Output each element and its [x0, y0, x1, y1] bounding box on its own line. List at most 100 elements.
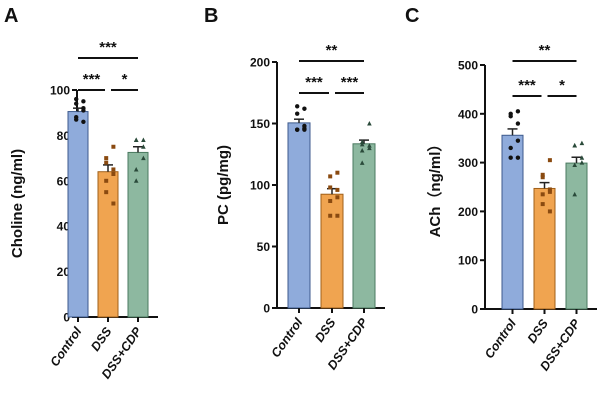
y-tick-label: 20 — [57, 265, 71, 279]
data-point — [515, 121, 521, 126]
y-axis-label: ACh（ng/ml） — [426, 137, 444, 238]
data-point — [104, 156, 109, 161]
data-point — [572, 143, 577, 148]
y-tick-label: 200 — [250, 56, 270, 70]
data-point — [359, 160, 365, 165]
data-point — [359, 141, 365, 147]
y-tick-label: 0 — [63, 311, 70, 325]
data-point — [295, 127, 300, 132]
y-tick-label: 150 — [250, 117, 270, 131]
data-point — [367, 143, 372, 148]
bar-dss-cdp — [565, 162, 588, 310]
data-point — [81, 119, 86, 124]
data-point — [74, 117, 79, 122]
data-point — [540, 202, 545, 207]
data-point — [302, 127, 307, 132]
y-tick-label: 200 — [458, 205, 478, 219]
data-point — [335, 213, 340, 218]
data-point — [547, 189, 552, 194]
y-tick-label: 100 — [250, 179, 270, 193]
bar-dss — [533, 187, 556, 310]
x-tick-label: DSS — [525, 316, 552, 346]
data-point — [141, 155, 146, 161]
data-point — [81, 108, 86, 113]
data-point — [515, 109, 521, 114]
y-tick-label: 500 — [458, 59, 478, 73]
y-tick-label: 60 — [57, 174, 71, 188]
bar-control — [501, 134, 524, 310]
data-point — [295, 104, 300, 109]
data-point — [367, 121, 372, 126]
data-point — [328, 185, 333, 190]
y-tick-label: 0 — [471, 303, 478, 317]
data-point — [141, 137, 146, 142]
data-point — [540, 192, 545, 197]
data-point — [295, 111, 300, 116]
y-tick-label: 100 — [50, 84, 70, 98]
data-point — [141, 144, 146, 149]
bar-control — [287, 122, 311, 309]
significance-label: * — [122, 71, 128, 88]
significance-label: *** — [305, 74, 323, 91]
panel-letter: B — [204, 5, 218, 27]
data-point — [111, 171, 116, 176]
data-point — [104, 190, 109, 195]
significance-label: *** — [83, 71, 101, 88]
significance-label: *** — [99, 39, 117, 56]
data-point — [302, 106, 307, 111]
data-point — [81, 99, 86, 104]
y-tick-label: 300 — [458, 156, 478, 170]
data-point — [508, 145, 513, 151]
x-tick-label: Control — [482, 316, 519, 361]
data-point — [540, 175, 545, 180]
y-axis-label: Choline (ng/ml) — [9, 149, 26, 258]
data-point — [547, 209, 552, 214]
bar-dss-cdp — [352, 143, 376, 309]
bar-control — [67, 111, 89, 318]
x-tick-label: Control — [269, 315, 306, 360]
y-tick-label: 50 — [257, 240, 271, 254]
data-point — [579, 155, 585, 160]
data-point — [515, 138, 521, 143]
data-point — [572, 191, 577, 197]
data-point — [335, 170, 340, 175]
x-tick-label: DSS — [88, 324, 115, 354]
data-point — [104, 178, 109, 183]
data-point — [133, 178, 139, 183]
data-point — [547, 158, 552, 163]
significance-label: ** — [539, 42, 551, 59]
data-point — [74, 101, 79, 106]
data-point — [508, 155, 513, 160]
data-point — [328, 213, 333, 218]
significance-label: *** — [341, 74, 359, 91]
data-point — [508, 114, 513, 119]
bar-dss — [320, 193, 344, 309]
data-point — [302, 123, 307, 129]
data-point — [104, 160, 109, 165]
data-point — [572, 162, 577, 168]
significance-label: *** — [518, 77, 536, 94]
data-point — [547, 187, 552, 192]
data-point — [328, 198, 333, 203]
y-tick-label: 80 — [57, 129, 71, 143]
y-tick-label: 0 — [263, 302, 270, 316]
data-point — [359, 148, 365, 153]
significance-label: ** — [326, 42, 338, 59]
significance-label: * — [559, 77, 565, 94]
bar-dss-cdp — [127, 151, 149, 318]
data-point — [133, 137, 139, 142]
panel-letter: C — [405, 5, 419, 27]
data-point — [74, 96, 79, 102]
data-point — [328, 174, 333, 179]
data-point — [579, 140, 585, 146]
data-point — [335, 187, 340, 192]
y-tick-label: 100 — [458, 254, 478, 268]
data-point — [359, 139, 365, 144]
data-point — [111, 167, 116, 172]
x-tick-label: DSS — [312, 315, 339, 345]
data-point — [540, 172, 545, 177]
